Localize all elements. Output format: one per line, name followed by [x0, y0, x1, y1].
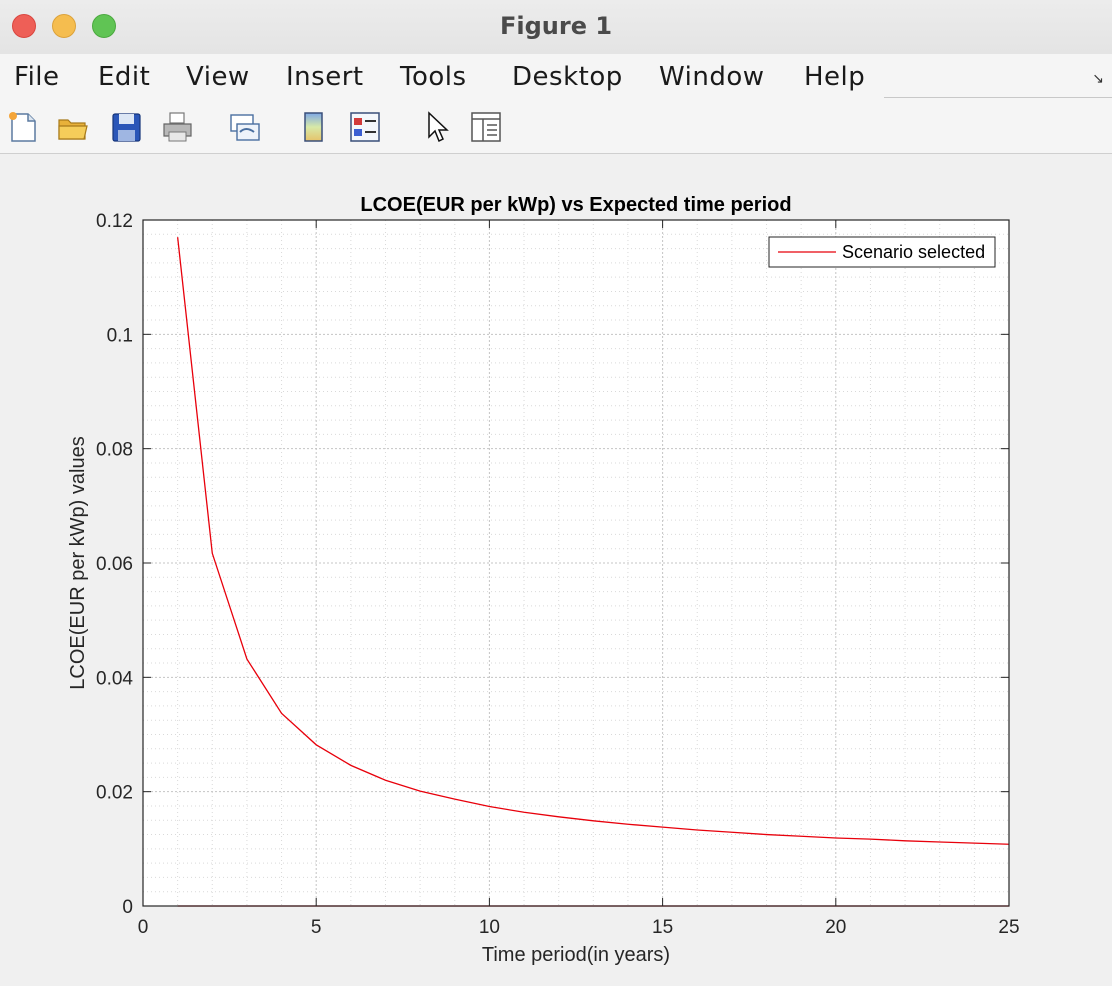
legend[interactable]: Scenario selected — [768, 236, 996, 268]
link-plot-icon[interactable] — [228, 110, 262, 144]
y-tick-label: 0.08 — [96, 440, 133, 461]
x-tick-label: 15 — [652, 917, 673, 938]
menu-view[interactable]: View — [186, 62, 250, 92]
colorbar-icon[interactable] — [297, 110, 331, 144]
edit-plot-pointer-icon[interactable] — [420, 110, 454, 144]
y-tick-label: 0 — [122, 897, 133, 918]
menu-window[interactable]: Window — [659, 62, 765, 92]
dock-arrow-icon[interactable]: ↘ — [1092, 70, 1104, 86]
menu-edit[interactable]: Edit — [98, 62, 151, 92]
menu-tools[interactable]: Tools — [400, 62, 467, 92]
x-axis-label: Time period(in years) — [482, 944, 670, 966]
y-tick-label: 0.02 — [96, 783, 133, 804]
x-tick-label: 5 — [311, 917, 322, 938]
new-figure-icon[interactable] — [6, 110, 40, 144]
toolbar — [0, 100, 1112, 154]
menu-file[interactable]: File — [14, 62, 60, 92]
menu-insert[interactable]: Insert — [286, 62, 364, 92]
zoom-button[interactable] — [92, 14, 116, 38]
x-tick-label: 10 — [479, 917, 500, 938]
property-inspector-icon[interactable] — [469, 110, 503, 144]
series-line-0 — [176, 237, 1010, 845]
menu-divider — [884, 97, 1112, 98]
y-tick-label: 0.04 — [96, 668, 133, 689]
y-tick-label: 0.1 — [107, 325, 133, 346]
legend-label: Scenario selected — [842, 242, 985, 262]
y-tick-label: 0.12 — [96, 211, 133, 232]
minimize-button[interactable] — [52, 14, 76, 38]
close-button[interactable] — [12, 14, 36, 38]
window-title: Figure 1 — [499, 12, 613, 40]
figure-canvas[interactable]: 0 5 10 15 20 25 0 0.02 0.04 0.06 0.08 0.1 0.12 LCOE(… — [0, 155, 1112, 986]
menu-bar: File Edit View Insert Tools Desktop Wind… — [0, 54, 1112, 100]
line-chart: 0 5 10 15 20 25 0 0.02 0.04 0.06 0.08 0.1 0.12 LCOE(… — [67, 194, 1020, 966]
x-tick-label: 25 — [998, 917, 1019, 938]
axis-ticks — [142, 219, 1010, 907]
menu-desktop[interactable]: Desktop — [512, 62, 623, 92]
y-axis-label: LCOE(EUR per kWp) values — [67, 436, 89, 689]
x-tick-label: 20 — [825, 917, 846, 938]
y-tick-label: 0.06 — [96, 554, 133, 575]
open-file-icon[interactable] — [56, 110, 90, 144]
save-icon[interactable] — [110, 110, 144, 144]
title-bar[interactable]: Figure 1 — [0, 0, 1112, 54]
print-icon[interactable] — [161, 110, 195, 144]
x-tick-label: 0 — [138, 917, 149, 938]
menu-help[interactable]: Help — [804, 62, 866, 92]
legend-icon[interactable] — [348, 110, 382, 144]
chart-title: LCOE(EUR per kWp) vs Expected time perio… — [360, 194, 791, 216]
minor-grid — [143, 220, 1009, 906]
tick-labels: 0 5 10 15 20 25 0 0.02 0.04 0.06 0.08 0.1 0.12 — [96, 211, 1020, 938]
